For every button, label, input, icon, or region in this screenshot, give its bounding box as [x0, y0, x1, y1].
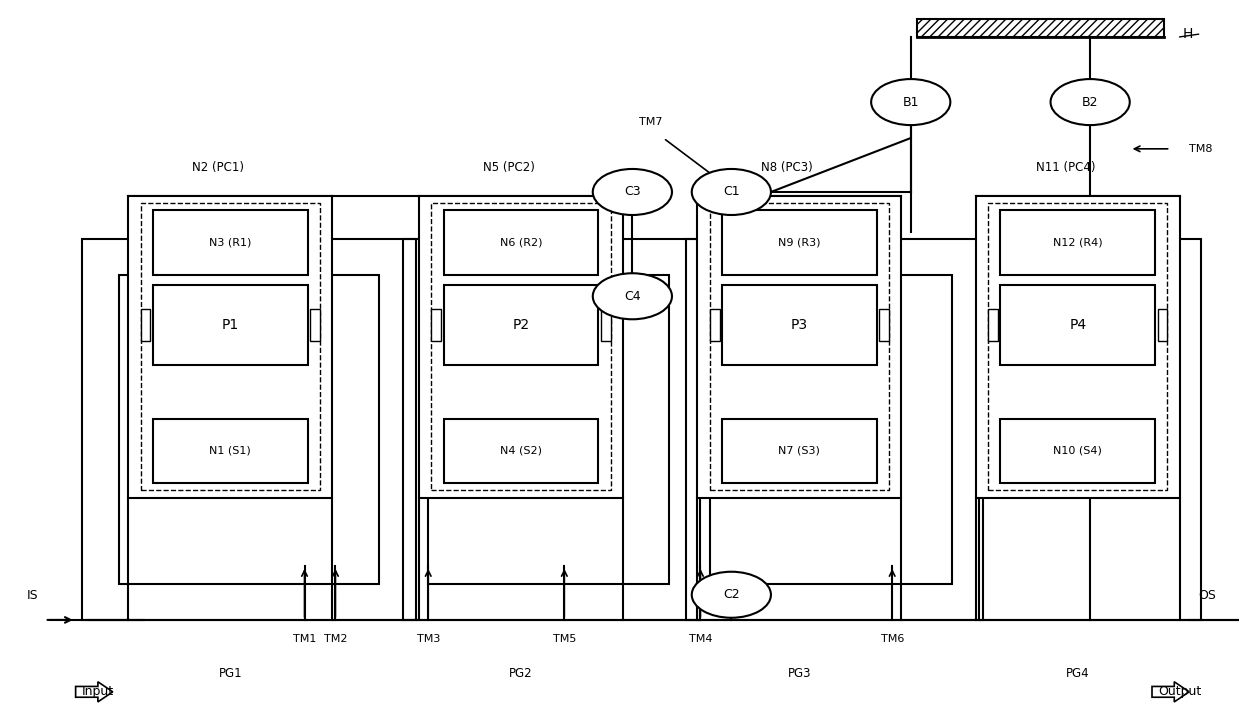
FancyBboxPatch shape [722, 210, 877, 274]
Text: TM2: TM2 [324, 635, 347, 644]
Text: H: H [1183, 27, 1193, 40]
Text: B1: B1 [903, 95, 919, 108]
Text: N6 (R2): N6 (R2) [500, 238, 542, 248]
Text: P2: P2 [512, 318, 529, 332]
Text: C2: C2 [723, 588, 740, 601]
FancyBboxPatch shape [709, 203, 889, 490]
Text: PG2: PG2 [510, 667, 533, 680]
FancyBboxPatch shape [1158, 309, 1168, 342]
FancyBboxPatch shape [988, 203, 1168, 490]
Text: IS: IS [26, 589, 38, 602]
FancyBboxPatch shape [1001, 419, 1156, 483]
Text: TM4: TM4 [688, 635, 712, 644]
FancyBboxPatch shape [432, 309, 441, 342]
Text: P1: P1 [222, 318, 239, 332]
Text: TM6: TM6 [880, 635, 904, 644]
Circle shape [872, 79, 950, 125]
FancyBboxPatch shape [140, 203, 320, 490]
FancyBboxPatch shape [722, 285, 877, 365]
Circle shape [593, 169, 672, 215]
Text: Input: Input [82, 685, 114, 698]
Text: TM8: TM8 [1189, 144, 1213, 154]
Text: TM3: TM3 [417, 635, 440, 644]
FancyBboxPatch shape [601, 309, 611, 342]
FancyBboxPatch shape [1001, 285, 1156, 365]
FancyBboxPatch shape [879, 309, 889, 342]
FancyBboxPatch shape [444, 285, 599, 365]
FancyBboxPatch shape [722, 419, 877, 483]
FancyBboxPatch shape [709, 309, 719, 342]
FancyBboxPatch shape [140, 309, 150, 342]
Text: N4 (S2): N4 (S2) [500, 446, 542, 456]
Text: TM7: TM7 [639, 117, 662, 127]
FancyBboxPatch shape [128, 196, 332, 497]
Text: C1: C1 [723, 186, 740, 199]
Text: Output: Output [1158, 685, 1202, 698]
FancyBboxPatch shape [432, 203, 611, 490]
Text: N8 (PC3): N8 (PC3) [761, 161, 813, 174]
FancyBboxPatch shape [310, 309, 320, 342]
Circle shape [692, 572, 771, 618]
Text: PG1: PG1 [218, 667, 242, 680]
Text: N1 (S1): N1 (S1) [210, 446, 252, 456]
Text: B2: B2 [1081, 95, 1099, 108]
FancyBboxPatch shape [153, 210, 308, 274]
Text: TM1: TM1 [293, 635, 316, 644]
FancyArrow shape [1152, 682, 1189, 702]
Text: P3: P3 [791, 318, 808, 332]
Text: N2 (PC1): N2 (PC1) [192, 161, 244, 174]
FancyBboxPatch shape [444, 210, 599, 274]
Text: N11 (PC4): N11 (PC4) [1035, 161, 1095, 174]
FancyBboxPatch shape [976, 196, 1179, 497]
Text: PG4: PG4 [1066, 667, 1090, 680]
FancyBboxPatch shape [697, 196, 901, 497]
Circle shape [692, 169, 771, 215]
Circle shape [1050, 79, 1130, 125]
Text: N12 (R4): N12 (R4) [1053, 238, 1102, 248]
Text: N9 (R3): N9 (R3) [779, 238, 821, 248]
Text: TM5: TM5 [553, 635, 577, 644]
Text: PG3: PG3 [787, 667, 811, 680]
Text: N5 (PC2): N5 (PC2) [482, 161, 534, 174]
FancyArrow shape [76, 682, 113, 702]
FancyBboxPatch shape [444, 419, 599, 483]
Text: OS: OS [1199, 589, 1216, 602]
FancyBboxPatch shape [153, 285, 308, 365]
Text: N7 (S3): N7 (S3) [779, 446, 821, 456]
FancyBboxPatch shape [419, 196, 622, 497]
FancyBboxPatch shape [988, 309, 998, 342]
Text: C3: C3 [624, 186, 641, 199]
FancyBboxPatch shape [153, 419, 308, 483]
FancyBboxPatch shape [1001, 210, 1156, 274]
Text: N3 (R1): N3 (R1) [210, 238, 252, 248]
Circle shape [593, 273, 672, 319]
Text: N10 (S4): N10 (S4) [1053, 446, 1102, 456]
Text: C4: C4 [624, 290, 641, 303]
Text: P4: P4 [1069, 318, 1086, 332]
